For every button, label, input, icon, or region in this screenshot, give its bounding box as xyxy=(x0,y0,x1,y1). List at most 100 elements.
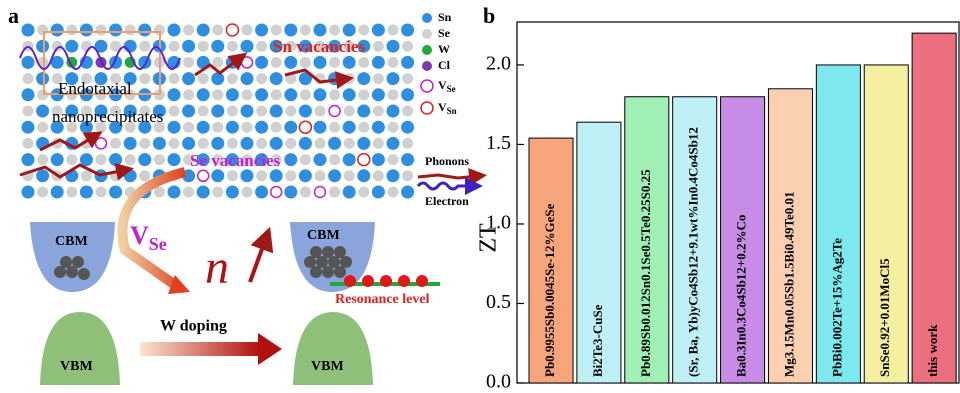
atom xyxy=(388,154,399,165)
atom xyxy=(36,40,49,53)
atom xyxy=(183,187,194,198)
atom xyxy=(198,73,209,84)
w-doping-arrowhead xyxy=(258,333,282,365)
atom xyxy=(241,169,254,182)
atom xyxy=(226,88,239,101)
atom xyxy=(329,154,340,165)
electron xyxy=(380,275,392,287)
atom xyxy=(401,121,414,134)
atom xyxy=(373,170,384,181)
annotation: Resonance level xyxy=(335,292,430,307)
atom xyxy=(271,57,282,68)
atom xyxy=(182,137,195,150)
legend-marker xyxy=(422,45,432,55)
vacancy xyxy=(271,187,282,198)
atom xyxy=(315,138,326,149)
electron xyxy=(66,266,78,278)
atom xyxy=(357,105,370,118)
atom xyxy=(372,88,385,101)
y-tick-label: 0.5 xyxy=(486,291,511,313)
atom xyxy=(388,187,399,198)
atom xyxy=(343,24,356,37)
atom xyxy=(66,25,77,36)
atom xyxy=(401,186,414,199)
atom xyxy=(372,56,385,69)
atom xyxy=(387,72,400,85)
atom xyxy=(328,169,341,182)
atom xyxy=(255,56,268,69)
band-label: VBM xyxy=(60,359,93,374)
electron xyxy=(362,275,374,287)
legend-label: VSn xyxy=(438,100,457,116)
legend-label: Sn xyxy=(438,10,452,24)
atom xyxy=(387,169,400,182)
atom xyxy=(36,105,49,118)
electron xyxy=(334,266,346,278)
bar-label: Mg3.15Mn0.05Sb1.5Bi0.49Te0.01 xyxy=(781,191,796,377)
atom xyxy=(271,25,282,36)
vacancy xyxy=(358,154,370,166)
atom xyxy=(387,137,400,150)
atom xyxy=(314,153,327,166)
atom xyxy=(344,106,355,117)
atom xyxy=(80,24,93,37)
atom xyxy=(23,138,34,149)
atom xyxy=(96,154,107,165)
atom xyxy=(328,137,341,150)
atom xyxy=(198,138,209,149)
y-tick-label: 0.0 xyxy=(486,371,511,393)
atom xyxy=(270,72,283,85)
annotation: Endotaxial xyxy=(58,79,132,98)
atom xyxy=(255,24,268,37)
atom xyxy=(183,25,194,36)
atom xyxy=(373,106,384,117)
atom xyxy=(226,186,239,199)
atom xyxy=(124,40,137,53)
atom xyxy=(358,187,369,198)
bar-label: Ba0.3In0.3Co4Sb12+0.2%Co xyxy=(734,215,749,377)
atom xyxy=(401,88,414,101)
atom xyxy=(357,137,370,150)
carrier-arrow xyxy=(250,238,266,282)
atom xyxy=(284,153,297,166)
annotation: Sn vacancies xyxy=(273,37,365,56)
atom xyxy=(124,169,137,182)
atom xyxy=(256,138,267,149)
atom xyxy=(212,89,223,100)
electron xyxy=(416,275,428,287)
atom xyxy=(22,153,35,166)
atom xyxy=(96,25,107,36)
legend-main: V xyxy=(438,100,447,114)
atom xyxy=(256,73,267,84)
atom xyxy=(343,153,356,166)
legend-label: Se xyxy=(438,26,451,40)
legend-marker xyxy=(422,29,432,39)
atom xyxy=(139,73,150,84)
atom xyxy=(110,138,121,149)
atom xyxy=(168,24,181,37)
vacancy xyxy=(198,170,209,181)
atom xyxy=(329,89,340,100)
atom xyxy=(373,73,384,84)
atom xyxy=(168,88,181,101)
atom xyxy=(22,88,35,101)
legend-label: Cl xyxy=(438,58,451,72)
atom xyxy=(284,56,297,69)
atom xyxy=(329,57,340,68)
atom xyxy=(387,40,400,53)
electron xyxy=(322,246,334,258)
atom xyxy=(344,138,355,149)
vse-sub: Se xyxy=(149,234,167,254)
vacancy xyxy=(96,138,107,149)
atom xyxy=(329,187,340,198)
vse-label: VSe xyxy=(130,221,167,254)
atom xyxy=(212,187,223,198)
atom xyxy=(255,88,268,101)
atom xyxy=(373,41,384,52)
page: {"schematic": {"panel_label": "a", "lege… xyxy=(0,0,960,393)
electron xyxy=(54,266,66,278)
atom xyxy=(284,186,297,199)
atom xyxy=(197,186,210,199)
atom xyxy=(197,24,210,37)
atom xyxy=(139,170,150,181)
